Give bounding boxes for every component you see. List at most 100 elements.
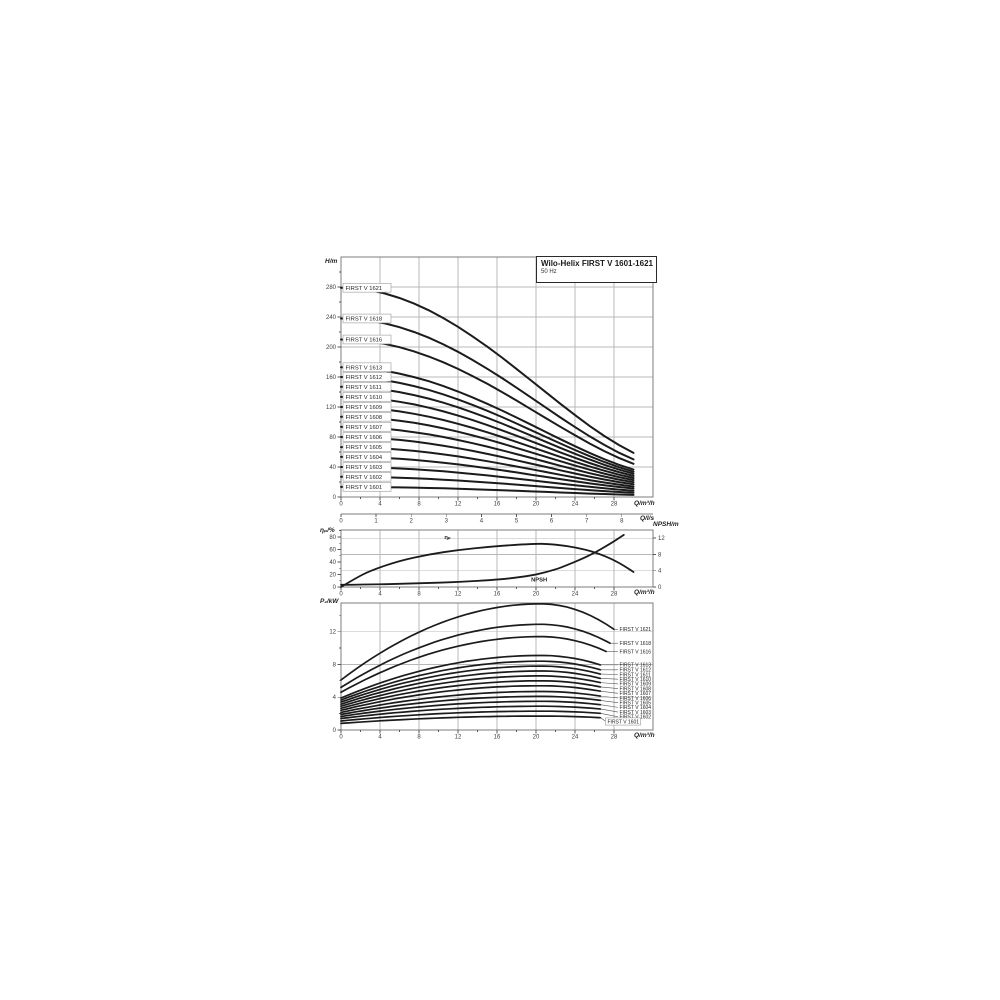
p2-curve-FIRST-V-1613 <box>340 654 602 699</box>
hq-axes: 0 40 80 120 160 200 240 280 0 4 8 12 16 20 24 28 <box>326 271 618 508</box>
svg-text:12: 12 <box>455 502 462 508</box>
svg-text:28: 28 <box>611 592 618 598</box>
hq-chart-grid <box>341 257 653 497</box>
svg-text:24: 24 <box>572 502 579 508</box>
curve-label-box <box>342 422 392 432</box>
power-curve-label: FIRST V 1618 <box>620 641 652 647</box>
power-curve-label: FIRST V 1609 <box>620 682 652 688</box>
svg-text:24: 24 <box>572 592 579 598</box>
svg-text:8: 8 <box>417 735 421 741</box>
power-curve-label: FIRST V 1605 <box>620 700 652 706</box>
svg-text:20: 20 <box>533 735 540 741</box>
p2-curve-FIRST-V-1604 <box>340 700 602 718</box>
svg-text:200: 200 <box>326 345 337 351</box>
svg-text:120: 120 <box>326 405 337 411</box>
p2-curve-FIRST-V-1616 <box>340 635 608 694</box>
curve-label-box <box>342 432 392 442</box>
eff-axes: 0 20 40 60 80 0 4 8 12 0 4 8 12 16 20 24 28 <box>329 530 665 598</box>
curve-label-box <box>342 392 392 402</box>
svg-text:8: 8 <box>417 592 421 598</box>
svg-text:16: 16 <box>494 502 501 508</box>
hq-chart: 0 40 80 120 160 200 240 280 0 4 8 12 16 20 24 28 FIRST V… <box>326 256 654 508</box>
curve-inline-label: ηₚ <box>444 535 451 541</box>
svg-text:8: 8 <box>333 662 337 668</box>
power-curve-label: FIRST V 1613 <box>620 663 652 669</box>
power-curves <box>340 603 615 725</box>
curve-label-box <box>342 442 392 452</box>
power-curve-label: FIRST V 1611 <box>620 672 651 678</box>
curve-label-box <box>342 362 392 372</box>
power-curve-label: FIRST V 1612 <box>620 668 652 674</box>
axis-title-flow-m3h-2: Q/m³/h <box>634 589 655 596</box>
svg-text:12: 12 <box>329 630 336 636</box>
power-curve-label: FIRST V 1621 <box>620 627 652 633</box>
axis-title-power: P₂/kW <box>320 598 339 605</box>
axis-title-head: H/m <box>325 258 338 265</box>
svg-text:1: 1 <box>374 519 378 525</box>
axis-title-efficiency: ηₚ/% <box>320 527 335 534</box>
curve-label: FIRST V 1621 <box>346 286 383 292</box>
curve-label: FIRST V 1608 <box>346 415 383 421</box>
curve-label: FIRST V 1602 <box>346 475 383 481</box>
svg-text:16: 16 <box>494 592 501 598</box>
curve-label: FIRST V 1612 <box>346 375 383 381</box>
hq-curve-FIRST-V-1618 <box>340 317 635 461</box>
svg-text:0: 0 <box>339 502 343 508</box>
svg-text:4: 4 <box>333 695 337 701</box>
curve-label-box <box>342 372 392 382</box>
ls-axis: 0 1 2 3 4 5 6 7 8 <box>339 513 653 525</box>
axis-title-npsh: NPSH/m <box>653 521 679 528</box>
p2-curve-FIRST-V-1607 <box>340 684 602 712</box>
svg-text:20: 20 <box>329 572 336 578</box>
power-axes: 0 4 8 12 0 4 8 12 16 20 24 28 <box>329 614 618 741</box>
svg-text:0: 0 <box>333 728 337 734</box>
chart-title-box: Wilo-Helix FIRST V 1601-1621 50 Hz <box>536 256 657 283</box>
p2-curve-FIRST-V-1612 <box>340 660 602 701</box>
svg-text:4: 4 <box>658 569 662 575</box>
svg-text:60: 60 <box>329 547 336 553</box>
svg-text:4: 4 <box>378 592 382 598</box>
chart-subtitle: 50 Hz <box>541 269 557 275</box>
curve-label: FIRST V 1616 <box>346 338 383 344</box>
curve-label: FIRST V 1607 <box>346 425 383 431</box>
power-curve-label: FIRST V 1610 <box>620 677 652 683</box>
power-curve-label: FIRST V 1607 <box>620 691 652 697</box>
svg-text:12: 12 <box>455 735 462 741</box>
power-curve-label: FIRST V 1608 <box>620 686 652 692</box>
svg-text:20: 20 <box>533 502 540 508</box>
eff-npsh-chart: 0 20 40 60 80 0 4 8 12 0 4 8 12 16 20 24 28 ηₚ NPSH <box>329 529 665 598</box>
p2-curve-FIRST-V-1606 <box>340 690 602 714</box>
p2-curve-FIRST-V-1603 <box>340 705 602 720</box>
power-label-box <box>605 717 641 726</box>
curve-label: FIRST V 1606 <box>346 435 383 441</box>
curve-label: FIRST V 1603 <box>346 465 383 471</box>
svg-text:12: 12 <box>455 592 462 598</box>
power-curve-label: FIRST V 1603 <box>620 710 652 716</box>
svg-text:280: 280 <box>326 285 337 291</box>
curve-label-box <box>342 452 392 462</box>
hq-curve-FIRST-V-1621 <box>340 286 635 454</box>
curve-npsh <box>340 534 625 586</box>
curve-label-box <box>342 283 392 293</box>
curve-label-box <box>342 334 392 345</box>
curve-label-box <box>342 402 392 412</box>
curve-label-box <box>342 472 392 482</box>
curve-label-box <box>342 482 392 492</box>
curve-label-box <box>342 462 392 472</box>
curve-efficiency <box>340 542 635 588</box>
curve-label: FIRST V 1604 <box>346 455 383 461</box>
svg-text:0: 0 <box>658 585 662 591</box>
svg-text:8: 8 <box>658 552 662 558</box>
svg-text:3: 3 <box>445 519 449 525</box>
svg-text:6: 6 <box>550 519 554 525</box>
svg-text:20: 20 <box>533 592 540 598</box>
curve-inline-label: NPSH <box>531 577 547 583</box>
svg-text:24: 24 <box>572 735 579 741</box>
curve-label: FIRST V 1601 <box>346 485 383 491</box>
power-curve-label: FIRST V 1601 <box>608 719 640 725</box>
svg-text:0: 0 <box>339 735 343 741</box>
curve-label: FIRST V 1610 <box>346 395 383 401</box>
